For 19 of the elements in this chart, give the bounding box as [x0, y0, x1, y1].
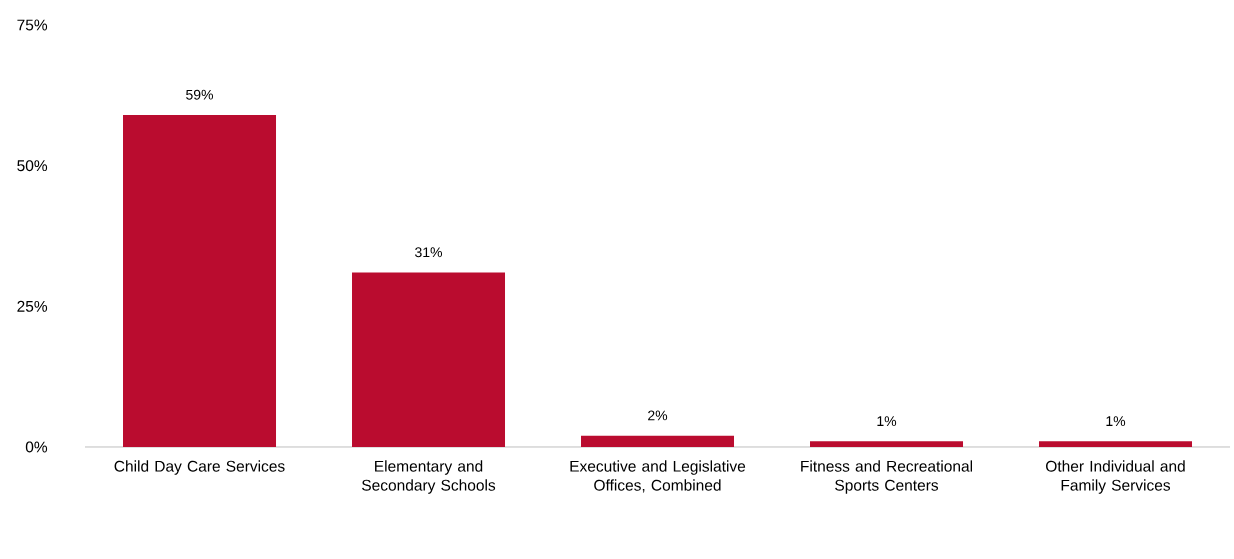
- data-label: 59%: [186, 89, 214, 100]
- x-tick-label: Executive and Legislative Offices, Combined: [570, 460, 746, 493]
- data-label: 31%: [415, 247, 443, 258]
- x-tick-label: Elementary and Secondary Schools: [362, 460, 496, 494]
- data-label: 1%: [877, 416, 897, 426]
- x-tick-label: Fitness and Recreational Sports Centers: [801, 460, 973, 494]
- x-tick-label: Child Day Care Services: [114, 460, 285, 475]
- bar: [123, 115, 277, 447]
- y-tick-label: 75%: [17, 19, 48, 31]
- bar: [352, 272, 506, 447]
- bar: [581, 435, 735, 447]
- y-tick-label: 0%: [25, 441, 48, 453]
- y-tick-label: 25%: [17, 300, 48, 312]
- x-tick-label: Other Individual and Family Services: [1046, 460, 1185, 494]
- y-tick-label: 50%: [17, 160, 48, 172]
- data-label: 2%: [648, 410, 668, 421]
- bar: [810, 441, 964, 447]
- bar: [1039, 441, 1193, 447]
- data-label: 1%: [1106, 416, 1126, 426]
